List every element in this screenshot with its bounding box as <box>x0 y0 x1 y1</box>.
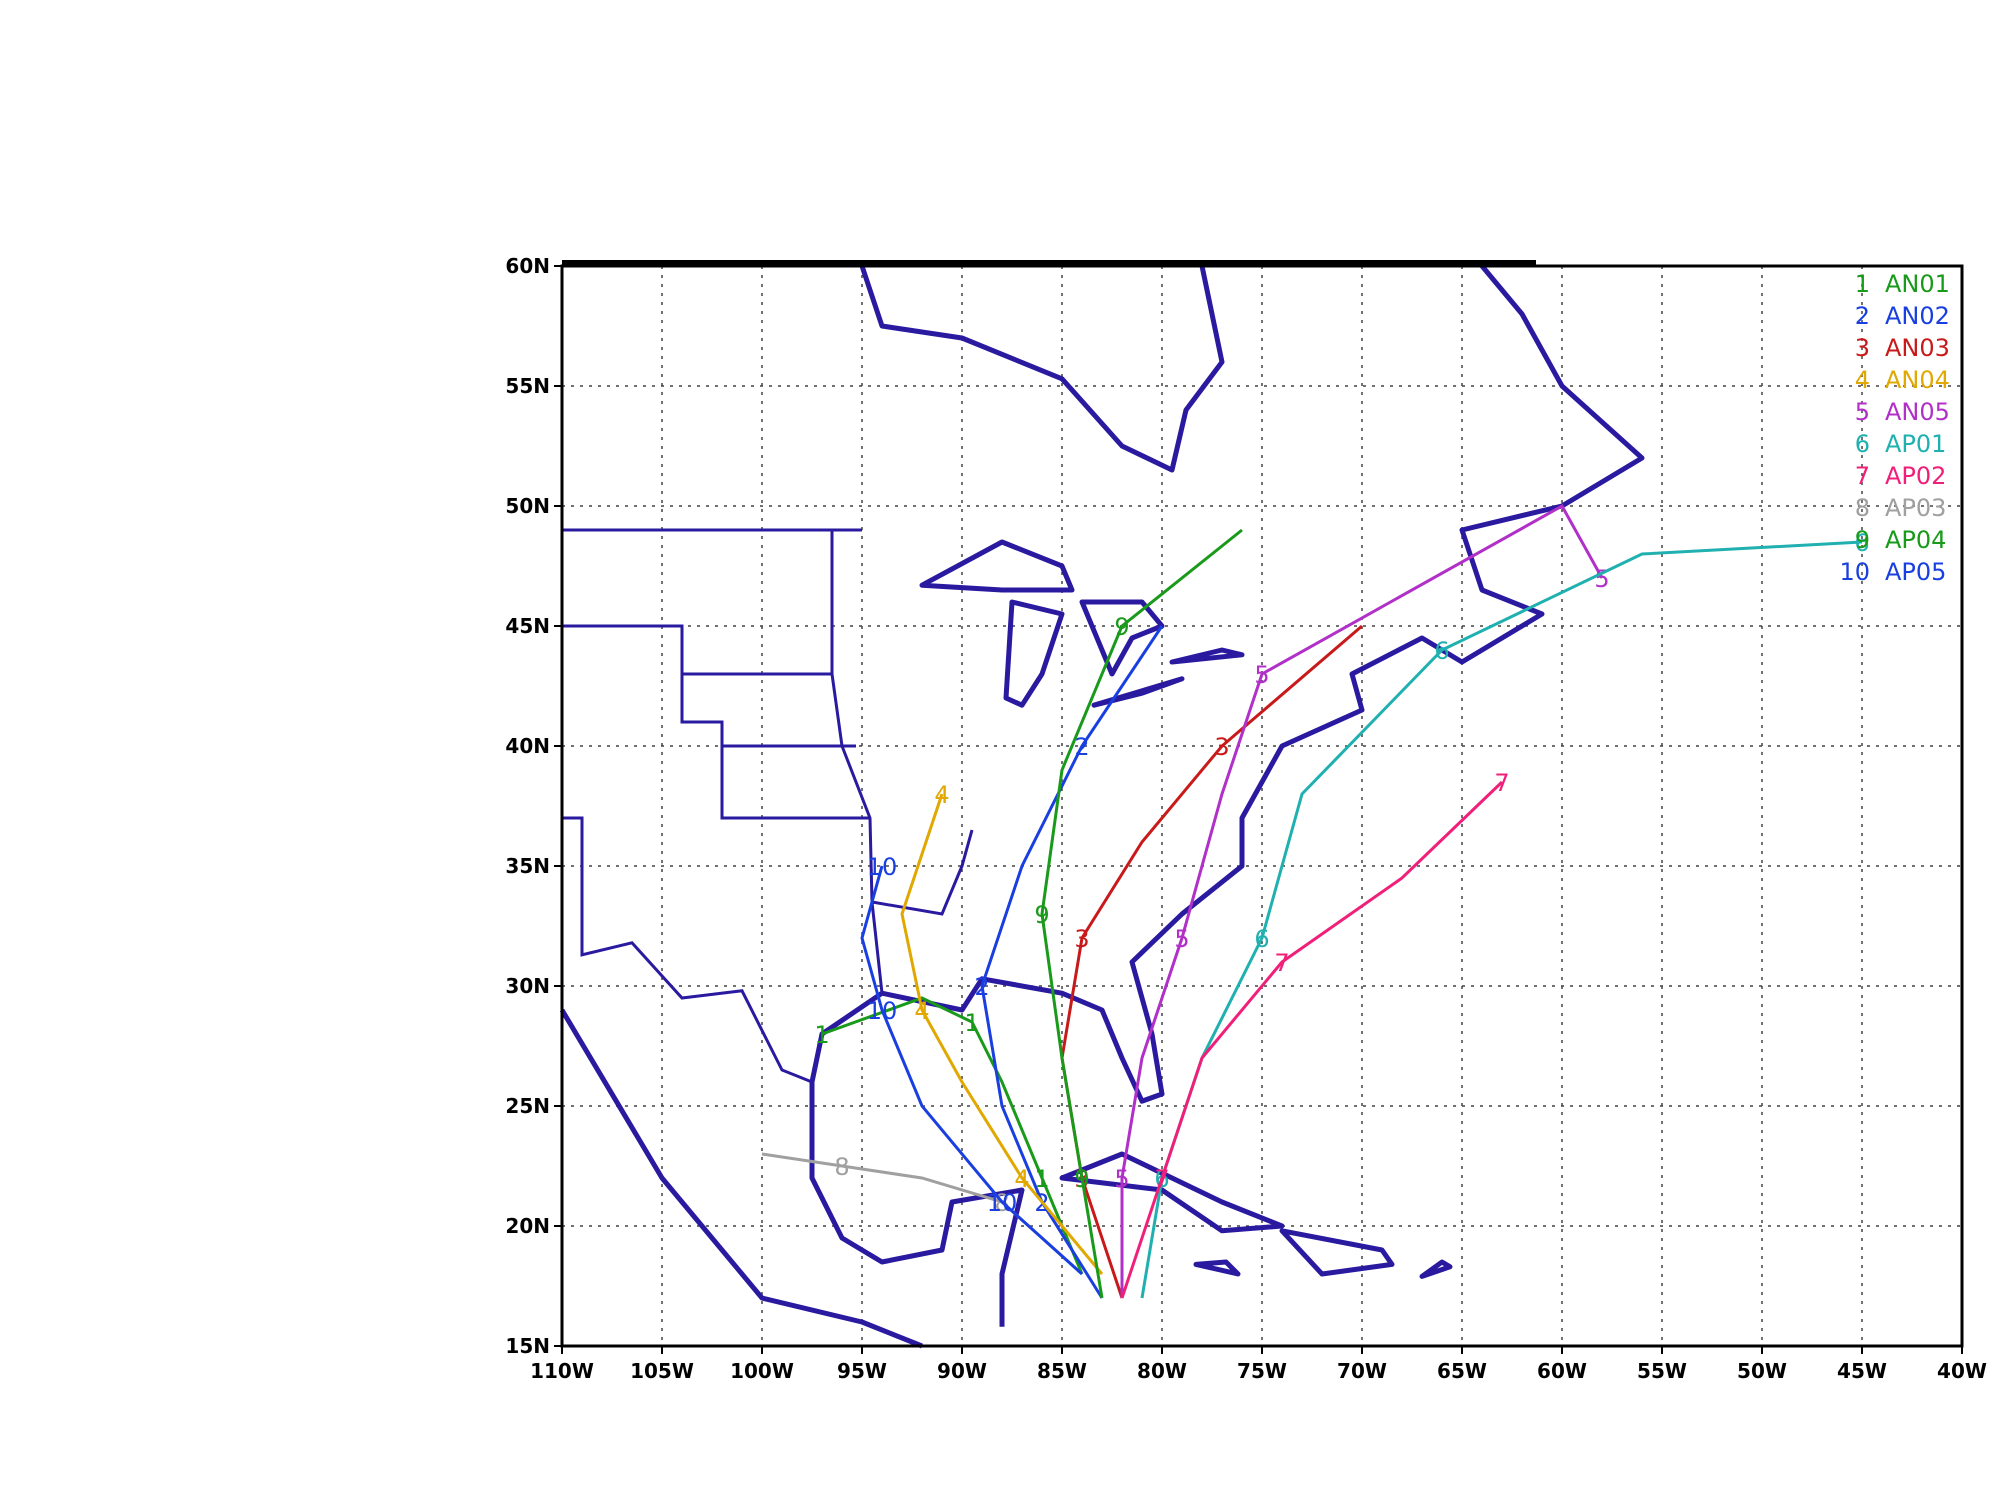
grid <box>561 265 1963 1347</box>
legend-name: AN01 <box>1885 270 1950 298</box>
track-marker: 5 <box>1174 925 1189 953</box>
legend-name: AN04 <box>1885 366 1950 394</box>
legend-name: AP02 <box>1885 462 1946 490</box>
track-marker: 1 <box>814 1021 829 1049</box>
legend-number: 10 <box>1839 558 1870 586</box>
lat-tick-label: 45N <box>505 614 550 638</box>
track-marker: 4 <box>914 997 929 1025</box>
track-marker: 7 <box>1154 1165 1169 1193</box>
storm-track <box>860 865 1084 1276</box>
storm-track <box>1040 528 1243 1299</box>
track-marker: 7 <box>1274 949 1289 977</box>
lat-tick-label: 35N <box>505 854 550 878</box>
lon-tick-label: 70W <box>1337 1359 1387 1383</box>
track-marker: 1 <box>1034 1165 1049 1193</box>
storm-track <box>1120 503 1604 1298</box>
legend-name: AN02 <box>1885 302 1950 330</box>
lon-tick-label: 85W <box>1037 1359 1087 1383</box>
coastlines <box>562 266 1642 1346</box>
lat-tick-label: 15N <box>505 1334 550 1358</box>
lon-tick-label: 90W <box>937 1359 987 1383</box>
lat-tick-label: 30N <box>505 974 550 998</box>
lon-tick-label: 80W <box>1137 1359 1187 1383</box>
lon-tick-label: 75W <box>1237 1359 1287 1383</box>
lon-tick-label: 40W <box>1937 1359 1987 1383</box>
legend-name: AP04 <box>1885 526 1946 554</box>
legend-number: 3 <box>1855 334 1870 362</box>
track-marker: 9 <box>1074 1165 1089 1193</box>
legend-name: AN05 <box>1885 398 1950 426</box>
track-marker: 1 <box>964 1009 979 1037</box>
legend-name: AP01 <box>1885 430 1946 458</box>
track-marker: 8 <box>834 1153 849 1181</box>
legend-name: AP05 <box>1885 558 1946 586</box>
lat-tick-label: 40N <box>505 734 550 758</box>
track-marker: 3 <box>1074 925 1089 953</box>
track-marker: 6 <box>1854 529 1869 557</box>
track-marker: 9 <box>1034 901 1049 929</box>
track-marker: 6 <box>1254 925 1269 953</box>
track-marker: 4 <box>934 781 949 809</box>
track-marker: 5 <box>1254 661 1269 689</box>
track-marker: 6 <box>1434 637 1449 665</box>
lon-tick-label: 60W <box>1537 1359 1587 1383</box>
legend-number: 5 <box>1855 398 1870 426</box>
storm-track <box>821 996 1084 1275</box>
lon-tick-label: 50W <box>1737 1359 1787 1383</box>
legend-name: AN03 <box>1885 334 1950 362</box>
legend-number: 6 <box>1855 430 1870 458</box>
lat-tick-label: 50N <box>505 494 550 518</box>
lat-tick-label: 60N <box>505 254 550 278</box>
legend-name: AP03 <box>1885 494 1946 522</box>
lat-tick-label: 55N <box>505 374 550 398</box>
lon-tick-label: 100W <box>730 1359 794 1383</box>
lat-tick-label: 20N <box>505 1214 550 1238</box>
lat-tick-label: 25N <box>505 1094 550 1118</box>
track-marker: 10 <box>867 997 898 1025</box>
track-marker: 3 <box>1214 733 1229 761</box>
lon-tick-label: 95W <box>837 1359 887 1383</box>
lon-tick-label: 55W <box>1637 1359 1687 1383</box>
track-marker: 4 <box>1014 1165 1029 1193</box>
lon-tick-label: 110W <box>530 1359 594 1383</box>
track-marker: 9 <box>1114 613 1129 641</box>
storm-track <box>900 793 1104 1275</box>
legend-number: 8 <box>1855 494 1870 522</box>
legend-number: 1 <box>1855 270 1870 298</box>
storm-track <box>1140 540 1863 1299</box>
track-marker: 7 <box>1494 769 1509 797</box>
lon-tick-label: 45W <box>1837 1359 1887 1383</box>
legend-number: 7 <box>1855 462 1870 490</box>
legend-number: 2 <box>1855 302 1870 330</box>
track-marker: 10 <box>867 853 898 881</box>
track-marker: 10 <box>987 1189 1018 1217</box>
labels: 110W 105W 100W 95W 90W 85W 80W 75W 70W 65W 60W 55W 5… <box>505 254 1987 1383</box>
lon-tick-label: 105W <box>630 1359 694 1383</box>
track-marker: 2 <box>1074 733 1089 761</box>
track-marker: 5 <box>1114 1165 1129 1193</box>
legend-number: 9 <box>1855 526 1870 554</box>
storm-track <box>1120 780 1504 1299</box>
lon-tick-label: 65W <box>1437 1359 1487 1383</box>
track-marker: 2 <box>974 973 989 1001</box>
legend-number: 4 <box>1855 366 1870 394</box>
